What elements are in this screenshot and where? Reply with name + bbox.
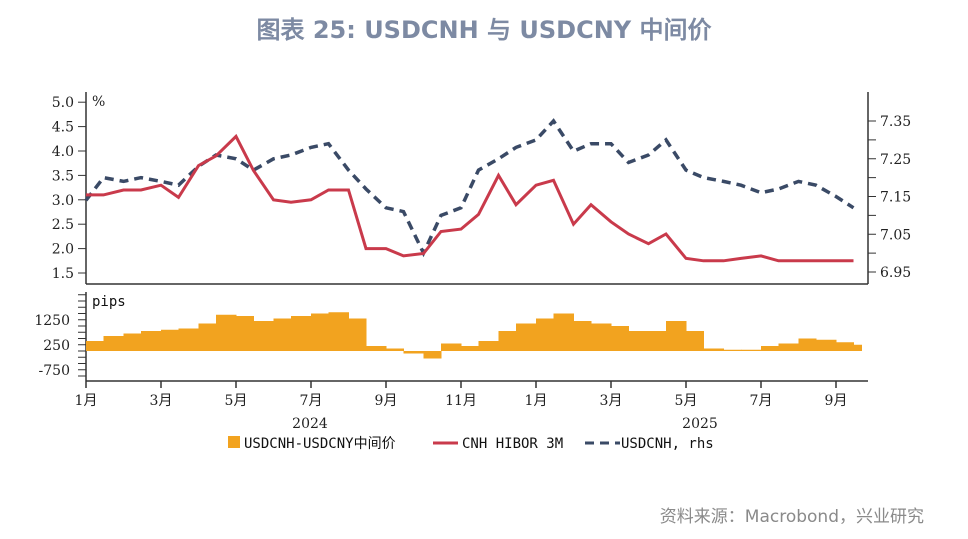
year-label: 2024 bbox=[292, 416, 328, 432]
right-tick-label: 7.15 bbox=[880, 190, 911, 206]
x-tick-label: 5月 bbox=[675, 393, 698, 409]
spread-bar bbox=[591, 323, 612, 351]
spread-bar bbox=[198, 323, 217, 351]
spread-bar bbox=[386, 348, 404, 351]
spread-bar bbox=[311, 313, 329, 351]
spread-bar bbox=[273, 318, 292, 351]
x-tick-label: 9月 bbox=[375, 393, 398, 409]
spread-bar bbox=[498, 331, 517, 351]
right-tick-label: 7.35 bbox=[880, 114, 911, 130]
spread-bar bbox=[703, 348, 724, 351]
right-tick-label: 7.25 bbox=[880, 152, 911, 168]
legend-bar-icon bbox=[228, 436, 240, 448]
spread-bar bbox=[141, 331, 162, 351]
lower-tick-label: 1250 bbox=[34, 313, 70, 329]
spread-bar bbox=[723, 349, 742, 351]
source-note: 资料来源：Macrobond，兴业研究 bbox=[659, 507, 924, 527]
left-tick-label: 3.0 bbox=[52, 193, 74, 209]
spread-bar bbox=[816, 339, 837, 351]
spread-bar bbox=[103, 336, 124, 351]
legend-label: USDCNH, rhs bbox=[621, 436, 714, 452]
left-tick-label: 4.0 bbox=[52, 144, 74, 160]
spread-bar bbox=[761, 346, 779, 351]
x-tick-label: 9月 bbox=[825, 393, 848, 409]
x-tick-label: 3月 bbox=[150, 393, 173, 409]
x-tick-label: 7月 bbox=[750, 393, 773, 409]
left-tick-label: 1.5 bbox=[52, 266, 74, 282]
right-tick-label: 7.05 bbox=[880, 227, 911, 243]
spread-bar bbox=[178, 328, 199, 351]
right-tick-label: 6.95 bbox=[880, 265, 911, 281]
x-tick-label: 1月 bbox=[75, 393, 98, 409]
x-tick-label: 3月 bbox=[600, 393, 623, 409]
spread-bar bbox=[611, 326, 629, 351]
spread-bar bbox=[686, 331, 704, 351]
spread-bar bbox=[741, 349, 762, 351]
spread-bar bbox=[553, 313, 574, 351]
spread-bar bbox=[216, 314, 237, 351]
spread-bar bbox=[253, 321, 274, 351]
hibor-line bbox=[86, 133, 854, 263]
lower-unit-label: pips bbox=[92, 294, 126, 310]
lower-tick-label: 250 bbox=[43, 338, 70, 354]
spread-bar bbox=[628, 331, 649, 351]
spread-bar bbox=[366, 346, 387, 351]
spread-bar bbox=[516, 323, 537, 351]
chart-title: 图表 25: USDCNH 与 USDCNY 中间价 bbox=[256, 16, 712, 44]
spread-bar bbox=[536, 318, 554, 351]
spread-bar bbox=[236, 316, 254, 351]
spread-bar bbox=[461, 346, 479, 351]
spread-bar bbox=[573, 321, 592, 351]
year-label: 2025 bbox=[682, 416, 718, 432]
upper-unit-label: % bbox=[92, 94, 105, 110]
spread-bar bbox=[798, 338, 817, 351]
spread-bar bbox=[123, 333, 142, 351]
spread-bar bbox=[348, 318, 367, 351]
spread-bar bbox=[161, 329, 179, 351]
spread-bar bbox=[648, 331, 667, 351]
spread-bar bbox=[423, 351, 442, 359]
left-tick-label: 3.5 bbox=[52, 168, 74, 184]
spread-bar bbox=[403, 351, 424, 354]
x-tick-label: 7月 bbox=[300, 393, 323, 409]
spread-bar bbox=[853, 344, 862, 351]
spread-bar bbox=[441, 343, 462, 351]
spread-bar bbox=[291, 316, 312, 351]
left-tick-label: 4.5 bbox=[52, 120, 74, 136]
legend-label: CNH HIBOR 3M bbox=[462, 436, 563, 452]
x-tick-label: 5月 bbox=[225, 393, 248, 409]
left-tick-label: 5.0 bbox=[52, 95, 74, 111]
left-tick-label: 2.0 bbox=[52, 242, 74, 258]
spread-bar bbox=[666, 321, 687, 351]
spread-bar bbox=[778, 343, 799, 351]
spread-bar bbox=[86, 341, 104, 351]
x-tick-label: 1月 bbox=[525, 393, 548, 409]
left-tick-label: 2.5 bbox=[52, 217, 74, 233]
spread-bar bbox=[836, 342, 854, 351]
x-tick-label: 11月 bbox=[445, 393, 477, 409]
lower-tick-label: -750 bbox=[39, 363, 70, 379]
spread-bar bbox=[328, 312, 349, 351]
legend-label: USDCNH-USDCNY中间价 bbox=[244, 436, 396, 452]
spread-bar bbox=[478, 341, 499, 351]
usdcnh-line bbox=[84, 118, 855, 258]
